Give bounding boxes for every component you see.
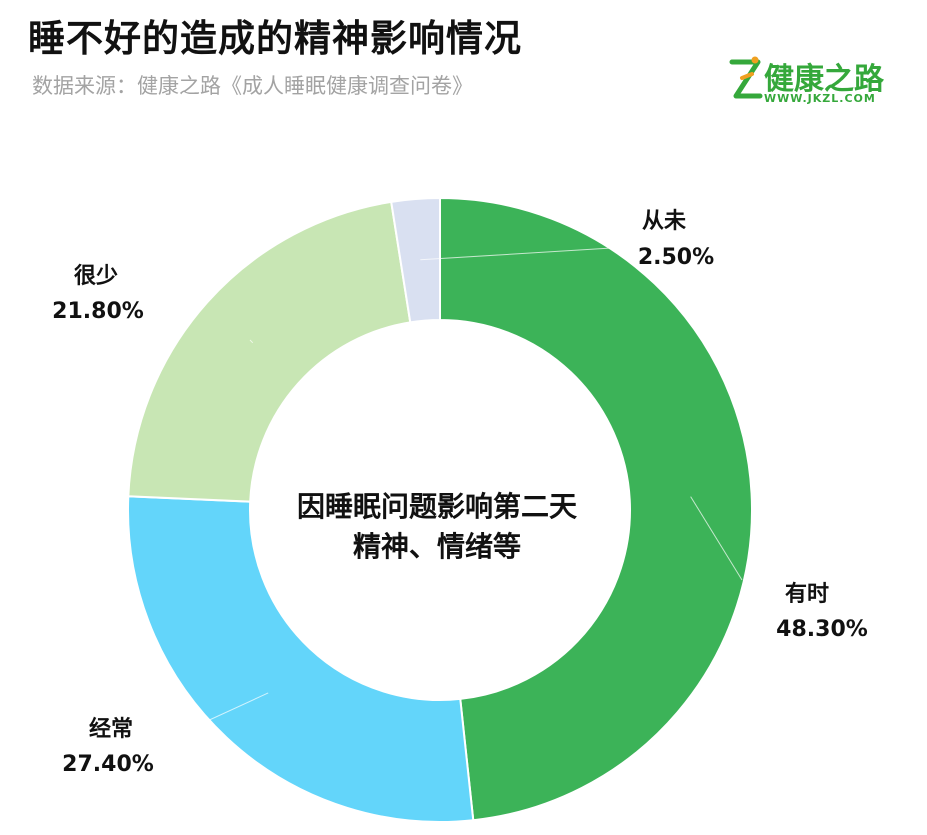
- slice-value-label: 2.50%: [638, 245, 714, 270]
- slice-name-label: 很少: [74, 264, 118, 289]
- runner-logo-icon: [729, 56, 763, 99]
- center-text-line-2: 精神、情绪等: [353, 530, 521, 563]
- donut-hole: [250, 320, 630, 700]
- brand-logo: 健康之路 WWW.JKZL.COM: [728, 54, 913, 108]
- leader-line: [204, 692, 269, 723]
- leader-line: [249, 339, 254, 344]
- slice-value-label: 48.30%: [776, 617, 868, 642]
- leader-line: [420, 246, 629, 261]
- slice-name-label: 有时: [785, 581, 829, 607]
- leader-line: [690, 496, 743, 581]
- brand-name: 健康之路: [764, 62, 884, 97]
- center-text-line-1: 因睡眠问题影响第二天: [297, 490, 577, 523]
- slice-value-label: 27.40%: [62, 752, 154, 777]
- chart-title: 睡不好的造成的精神影响情况: [28, 17, 522, 60]
- slice-value-label: 21.80%: [52, 299, 144, 324]
- brand-url: WWW.JKZL.COM: [764, 92, 876, 105]
- slice-name-label: 从未: [642, 209, 686, 234]
- slice-name-label: 经常: [89, 716, 133, 742]
- chart-subtitle: 数据来源：健康之路《成人睡眠健康调查问卷》: [32, 74, 473, 98]
